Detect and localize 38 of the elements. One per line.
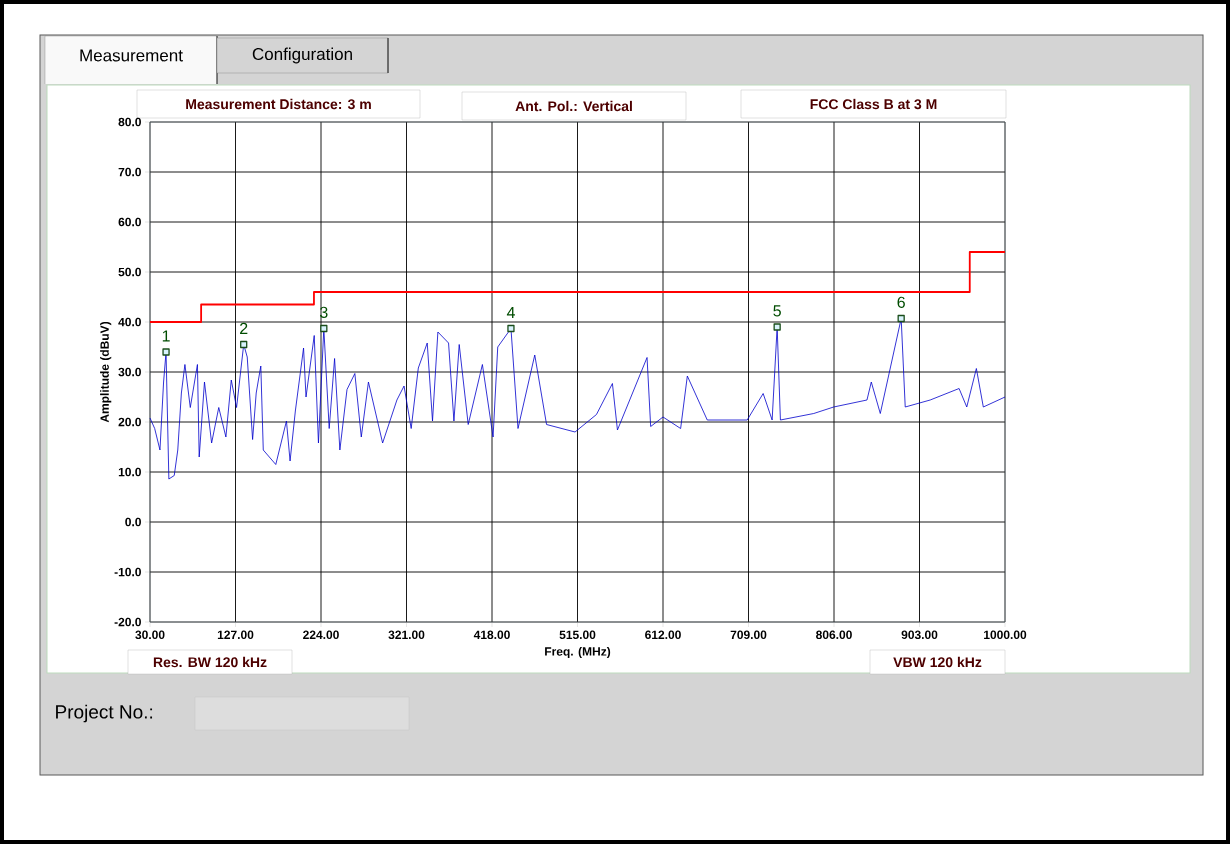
text: Res. BW 120 kHz xyxy=(153,656,267,668)
x-tick-label: 515.00 xyxy=(559,630,596,640)
x-tick-label: 903.00 xyxy=(901,630,938,640)
y-axis-title: Amplitude (dBuV) xyxy=(100,321,112,423)
text: Measurement Distance: 3 m xyxy=(186,98,371,110)
annotation: 3 xyxy=(319,306,328,318)
annotation: 2 xyxy=(240,322,248,334)
text: VBW 120 kHz xyxy=(893,656,982,668)
x-tick-label: 709.00 xyxy=(730,630,767,640)
annotation: 5 xyxy=(773,305,781,317)
x-axis-title: Freq. (MHz) xyxy=(545,646,611,659)
x-tick-label: 127.00 xyxy=(217,630,254,640)
text: Configuration xyxy=(252,47,352,64)
y-tick-label: 70.0 xyxy=(118,167,141,177)
annotation: 6 xyxy=(897,296,905,308)
y-tick-label: 40.0 xyxy=(118,317,141,327)
annotation: 1 xyxy=(162,330,170,342)
x-tick-label: 30.00 xyxy=(135,630,165,640)
x-tick-label: 418.00 xyxy=(473,630,510,640)
y-tick-label: 60.0 xyxy=(118,217,141,227)
text: Ant. Pol.: Vertical xyxy=(515,100,632,112)
text: Measurement xyxy=(80,49,183,62)
y-tick-label: -20.0 xyxy=(114,617,141,627)
text: Project No.: xyxy=(56,704,153,723)
x-tick-label: 806.00 xyxy=(816,630,852,640)
text: FCC Class B at 3 M xyxy=(810,98,937,110)
y-tick-label: -10.0 xyxy=(114,567,141,577)
y-tick-label: 80.0 xyxy=(118,117,141,127)
y-tick-label: 10.0 xyxy=(118,467,141,477)
y-tick-label: 30.0 xyxy=(118,367,141,377)
y-tick-label: 0.0 xyxy=(125,517,141,527)
annotation: 4 xyxy=(506,306,515,318)
x-tick-label: 224.00 xyxy=(303,630,339,640)
y-tick-label: 20.0 xyxy=(118,417,141,427)
x-tick-label: 612.00 xyxy=(645,630,681,640)
x-tick-label: 321.00 xyxy=(388,630,425,640)
y-tick-label: 50.0 xyxy=(118,267,141,277)
x-tick-label: 1000.00 xyxy=(984,630,1027,640)
